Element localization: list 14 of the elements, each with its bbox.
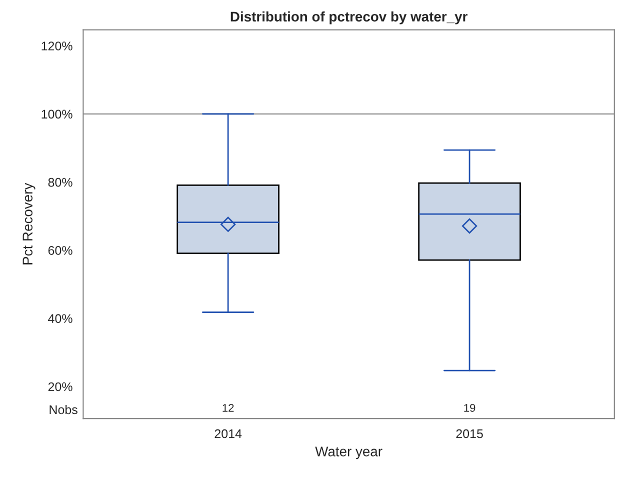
y-tick-label: 120% (42, 42, 72, 50)
y-tick-label: 80% (48, 178, 72, 187)
x-axis-title: Water year (315, 446, 382, 460)
y-tick-label: 20% (48, 382, 72, 392)
y-tick-label: 40% (48, 314, 72, 324)
x-tick-label: 2015 (456, 429, 483, 438)
y-axis-title: Pct Recovery (22, 182, 36, 264)
chart-title: Distribution of pctrecov by water_yr (230, 11, 468, 24)
y-tick-label: 60% (48, 246, 72, 255)
annotation: 12 (222, 404, 234, 412)
text: Nobs (50, 404, 78, 414)
x-tick-label: 2014 (214, 429, 242, 438)
annotation: 19 (464, 404, 476, 412)
y-tick-label: 100% (42, 110, 72, 119)
